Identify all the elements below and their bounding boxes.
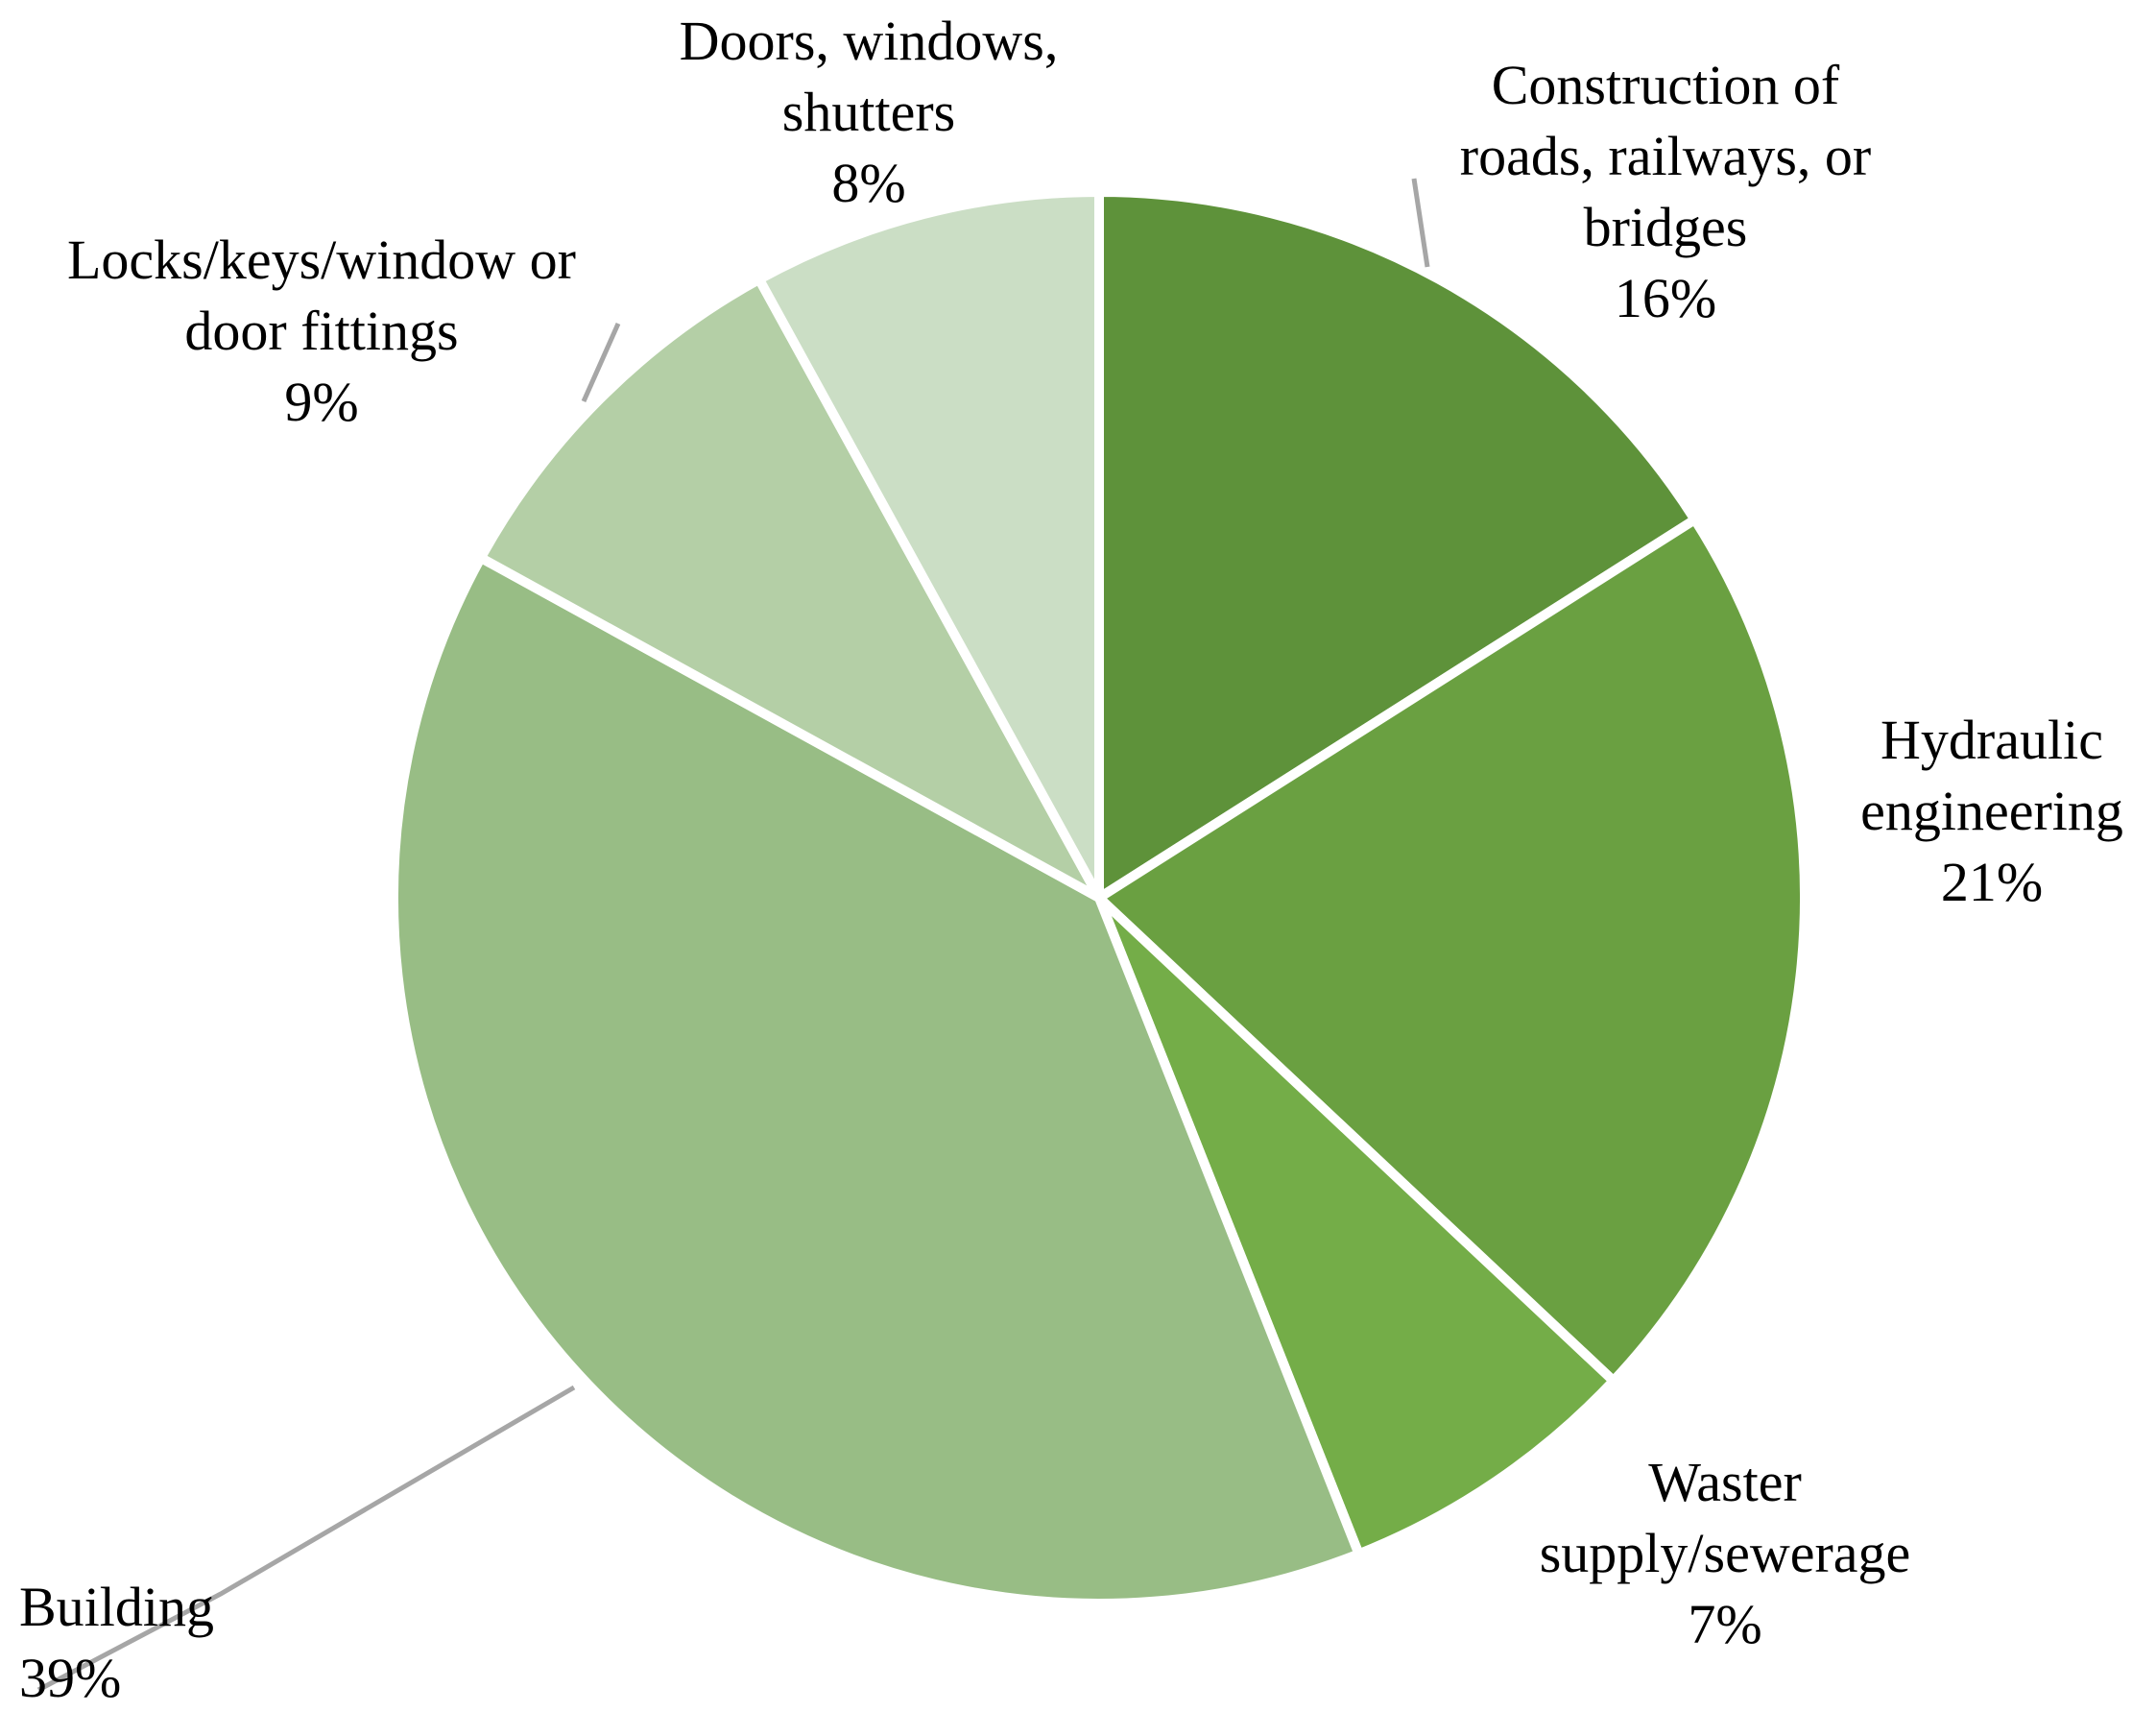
slice-label-3: Building 39% [19,1576,214,1709]
slice-label-4: Locks/keys/window or door fittings 9% [67,229,576,433]
slice-category-label-4: Locks/keys/window or [67,229,576,291]
leader-lines [36,178,1430,1693]
pie-slices [389,187,1809,1608]
leader-line-0 [1411,178,1430,268]
slice-category-label-5: shutters [782,81,955,143]
leader-line-4 [581,322,621,403]
slice-category-label-2: supply/sewerage [1540,1522,1911,1584]
pie-slice-5 [754,187,1104,903]
slice-value-label-5: 8% [831,152,905,214]
pie-slice-4 [475,274,1104,903]
slice-labels: Construction of roads, railways, or bridge… [19,10,2123,1709]
slice-value-label-0: 16% [1615,267,1716,329]
leader-line-3 [36,1385,576,1693]
slice-category-label-1: Hydraulic [1881,709,2103,771]
slice-value-label-1: 21% [1941,851,2043,913]
slice-category-label-1: engineering [1860,780,2123,842]
slice-category-label-0: roads, railways, or [1460,125,1871,187]
pie-slice-3 [389,552,1364,1608]
slice-value-label-2: 7% [1688,1593,1761,1655]
slice-label-0: Construction of roads, railways, or bridge… [1460,54,1871,329]
slice-category-label-3: Building [19,1576,214,1638]
slice-category-label-5: Doors, windows, [680,10,1059,72]
slice-label-5: Doors, windows, shutters 8% [680,10,1059,214]
pie-slice-0 [1094,187,1700,903]
slice-category-label-4: door fittings [184,300,458,362]
slice-value-label-4: 9% [284,371,358,433]
slice-label-2: Waster supply/sewerage 7% [1540,1451,1911,1655]
pie-slice-2 [1094,893,1618,1559]
slice-category-label-2: Waster [1648,1451,1802,1513]
slice-category-label-0: Construction of [1492,54,1840,116]
slice-label-1: Hydraulic engineering 21% [1860,709,2123,913]
slice-value-label-3: 39% [19,1647,121,1709]
pie-slice-1 [1094,515,1809,1386]
slice-category-label-0: bridges [1584,196,1748,258]
